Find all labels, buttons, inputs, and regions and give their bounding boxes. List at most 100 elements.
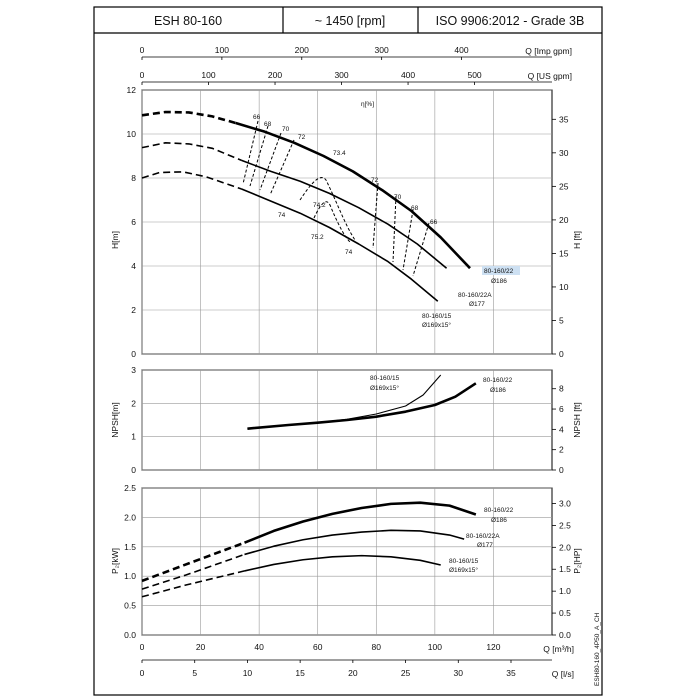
m3h-axis-label: Q [m³/h] xyxy=(543,644,574,654)
y-tick-label: 0.5 xyxy=(124,601,136,611)
m3h-tick-label: 0 xyxy=(140,642,145,652)
label-highlight-22 xyxy=(482,266,520,275)
y-right-tick-label: 0.5 xyxy=(559,608,571,618)
imp-tick-label: 200 xyxy=(295,45,309,55)
head-label-22a: 80-160/22A xyxy=(458,292,492,299)
eff-72-left xyxy=(269,139,295,196)
us-tick-label: 400 xyxy=(401,70,415,80)
y-right-tick-label: 1.5 xyxy=(559,564,571,574)
curve-npsh-1 xyxy=(247,382,477,430)
efficiency-contours xyxy=(242,120,430,277)
sheet-border xyxy=(93,6,603,696)
npsh-label-15: 80-160/15 xyxy=(370,375,400,382)
us-tick-label: 200 xyxy=(268,70,282,80)
header-standard: ISO 9906:2012 - Grade 3B xyxy=(436,14,585,28)
power-y-right-label: P₂[HP] xyxy=(572,548,582,574)
y-tick-label: 1 xyxy=(131,432,136,442)
y-right-tick-label: 10 xyxy=(559,282,569,292)
curve-head-dashed-1 xyxy=(141,141,242,162)
pump-curves xyxy=(141,110,477,598)
y-tick-label: 2.5 xyxy=(124,483,136,493)
y-right-tick-label: 15 xyxy=(559,248,569,258)
grid-lines xyxy=(141,89,552,636)
y-right-tick-label: 2.5 xyxy=(559,520,571,530)
eff-label: 74 xyxy=(278,212,286,219)
eff-70-right xyxy=(392,195,397,263)
eff-label: 75.2 xyxy=(311,234,324,241)
m3h-tick-label: 80 xyxy=(372,642,382,652)
eff-label: 66 xyxy=(430,219,438,226)
y-right-tick-label: 1.0 xyxy=(559,586,571,596)
curve-power-dashed-0 xyxy=(141,541,245,583)
eff-label: 68 xyxy=(264,121,272,128)
ls-tick-label: 0 xyxy=(140,668,145,678)
y-right-tick-label: 8 xyxy=(559,384,564,394)
y-right-tick-label: 5 xyxy=(559,315,564,325)
curve-power-1 xyxy=(244,529,465,556)
eff-70-left xyxy=(259,132,282,191)
ls-tick-label: 30 xyxy=(454,668,464,678)
imp-tick-label: 0 xyxy=(140,45,145,55)
top-axis-ticks: 0 100 200 300 400 0 100 200 300 400 500 xyxy=(140,45,482,85)
eff-68-left xyxy=(249,125,269,187)
us-tick-label: 300 xyxy=(334,70,348,80)
power-label-22a-sub: Ø177 xyxy=(477,542,493,549)
y-tick-label: 8 xyxy=(131,173,136,183)
eff-label: 74 xyxy=(345,249,353,256)
power-label-15-sub: Ø169x15° xyxy=(449,566,478,574)
y-tick-label: 2 xyxy=(131,305,136,315)
eff-label: 70 xyxy=(394,194,402,201)
npsh-y-label: NPSH[m] xyxy=(110,402,120,437)
eff-label: 74.2 xyxy=(313,202,326,209)
npsh-label-22: 80-160/22 xyxy=(483,377,513,384)
curve-head-dashed-2 xyxy=(141,171,242,190)
curve-power-2 xyxy=(244,554,441,572)
header-model: ESH 80-160 xyxy=(154,14,222,28)
y-right-tick-label: 3.0 xyxy=(559,498,571,508)
m3h-tick-label: 100 xyxy=(428,642,442,652)
eff-66-left xyxy=(242,120,259,185)
eff-label: 72 xyxy=(371,177,379,184)
m3h-tick-label: 20 xyxy=(196,642,206,652)
power-label-22: 80-160/22 xyxy=(484,507,514,514)
head-label-22-sub: Ø186 xyxy=(491,278,507,285)
y-right-tick-label: 0.0 xyxy=(559,630,571,640)
ls-tick-label: 20 xyxy=(348,668,358,678)
eff-68-right xyxy=(402,209,414,271)
eff-label: 70 xyxy=(282,126,290,133)
y-right-tick-label: 30 xyxy=(559,148,569,158)
us-tick-label: 100 xyxy=(201,70,215,80)
npsh-y-right-label: NPSH [ft] xyxy=(572,402,582,437)
npsh-label-15-sub: Ø169x15° xyxy=(370,384,399,392)
head-y-right-label: H [ft] xyxy=(572,231,582,249)
ls-tick-label: 15 xyxy=(295,668,305,678)
power-label-15: 80-160/15 xyxy=(449,558,479,565)
curve-power-dashed-2 xyxy=(141,570,245,598)
imp-tick-label: 300 xyxy=(375,45,389,55)
eff-label: 72 xyxy=(298,134,306,141)
eff-74-2 xyxy=(313,201,351,243)
y-right-tick-label: 6 xyxy=(559,404,564,414)
ls-tick-label: 5 xyxy=(192,668,197,678)
y-tick-label: 2 xyxy=(131,398,136,408)
y-tick-label: 4 xyxy=(131,261,136,271)
m3h-tick-label: 40 xyxy=(254,642,264,652)
curve-head-dashed-0 xyxy=(141,110,237,125)
y-tick-label: 0 xyxy=(131,349,136,359)
y-right-tick-label: 0 xyxy=(559,349,564,359)
ls-tick-label: 25 xyxy=(401,668,411,678)
ls-axis-label: Q [l/s] xyxy=(552,669,574,679)
power-label-22-sub: Ø186 xyxy=(491,517,507,524)
m3h-tick-label: 60 xyxy=(313,642,323,652)
eff-73-4 xyxy=(299,177,356,241)
footer-code: ESH80-160_4P50_A_CH xyxy=(594,612,601,686)
y-right-tick-label: 2.0 xyxy=(559,542,571,552)
head-label-22: 80-160/22 xyxy=(484,268,514,275)
m3h-tick-label: 120 xyxy=(486,642,500,652)
curve-power-0 xyxy=(244,501,477,544)
eff-66-right xyxy=(412,222,430,277)
curve-power-dashed-1 xyxy=(141,553,245,590)
y-right-tick-label: 0 xyxy=(559,465,564,475)
ls-tick-label: 10 xyxy=(243,668,253,678)
